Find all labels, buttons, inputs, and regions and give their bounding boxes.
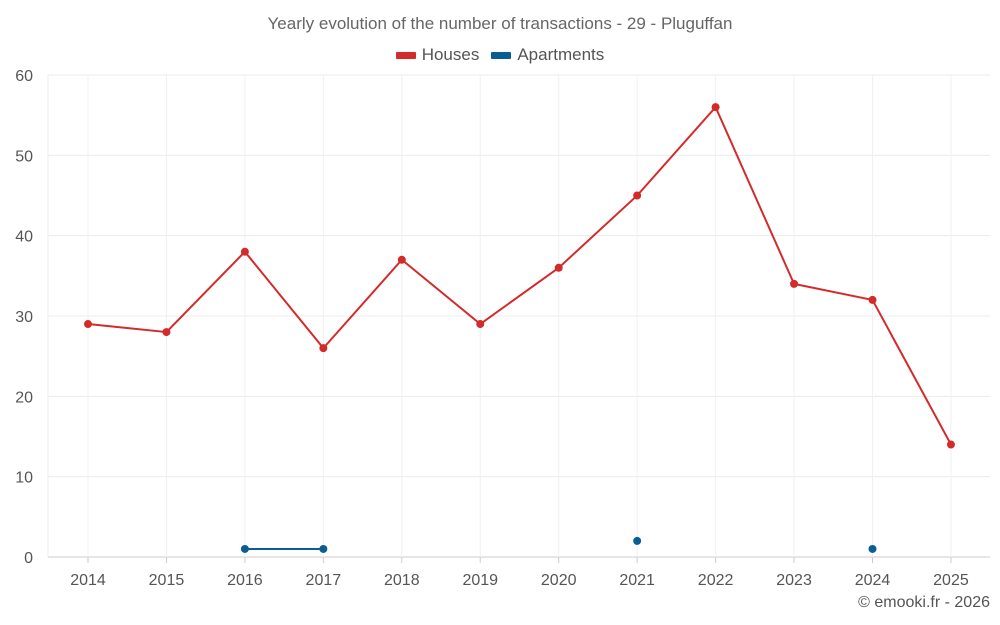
series-line-segment-houses <box>871 298 952 446</box>
legend-swatch-apartments <box>491 51 512 59</box>
x-tick-label: 2024 <box>855 572 891 589</box>
data-point-houses-2022 <box>711 103 720 112</box>
x-tick-label: 2025 <box>933 572 969 589</box>
series-line-segment-houses <box>793 282 874 301</box>
series-line-segment-houses <box>243 250 325 350</box>
legend-item-apartments[interactable]: Apartments <box>491 45 604 65</box>
data-point-houses-2018 <box>397 255 406 264</box>
x-tick-label: 2017 <box>306 572 342 589</box>
data-point-houses-2015 <box>162 328 171 337</box>
y-tick-label: 60 <box>15 68 33 85</box>
x-tick-label: 2015 <box>149 572 185 589</box>
series-line-segment-houses <box>165 250 246 334</box>
legend-label-apartments: Apartments <box>517 45 605 64</box>
x-tick-label: 2023 <box>776 572 812 589</box>
y-tick-label: 20 <box>15 389 33 406</box>
y-tick-label: 40 <box>15 229 33 246</box>
x-tick-label: 2014 <box>70 572 106 589</box>
data-point-houses-2017 <box>319 344 328 353</box>
data-point-houses-2014 <box>84 320 92 329</box>
data-point-houses-2023 <box>790 279 799 288</box>
legend-label-houses: Houses <box>421 45 480 64</box>
credit-text: © emooki.fr - 2026 <box>858 594 990 611</box>
x-tick-label: 2018 <box>384 572 420 589</box>
data-point-houses-2024 <box>868 295 877 304</box>
series-line-segment-houses <box>636 106 717 197</box>
x-tick-label: 2021 <box>619 572 655 589</box>
data-point-houses-2021 <box>633 191 642 200</box>
data-point-apartments-2016 <box>240 544 249 553</box>
series-line-segment-houses <box>479 266 560 326</box>
data-point-houses-2025 <box>946 440 955 449</box>
x-tick-label: 2016 <box>227 572 263 589</box>
data-point-apartments-2017 <box>319 544 328 553</box>
series-line-segment-houses <box>557 194 639 269</box>
data-point-apartments-2021 <box>633 536 642 545</box>
y-tick-label: 50 <box>15 148 33 165</box>
series-line-segment-houses <box>322 258 403 350</box>
chart-legend: Houses Apartments <box>0 45 1000 65</box>
data-point-houses-2019 <box>476 320 485 329</box>
data-point-apartments-2024 <box>868 544 877 553</box>
data-point-houses-2016 <box>240 247 249 256</box>
y-tick-label: 10 <box>15 470 33 487</box>
legend-swatch-houses <box>395 51 416 59</box>
series-line-segment-houses <box>87 323 168 334</box>
series-line-segment-houses <box>400 258 482 326</box>
x-tick-label: 2019 <box>462 572 498 589</box>
x-tick-label: 2020 <box>541 572 577 589</box>
chart-title: Yearly evolution of the number of transa… <box>267 14 733 33</box>
y-tick-label: 0 <box>24 550 33 567</box>
legend-item-houses[interactable]: Houses <box>395 45 480 65</box>
x-tick-label: 2022 <box>698 572 734 589</box>
y-tick-label: 30 <box>15 309 33 326</box>
data-point-houses-2020 <box>554 263 563 272</box>
series-line-segment-houses <box>714 106 796 285</box>
